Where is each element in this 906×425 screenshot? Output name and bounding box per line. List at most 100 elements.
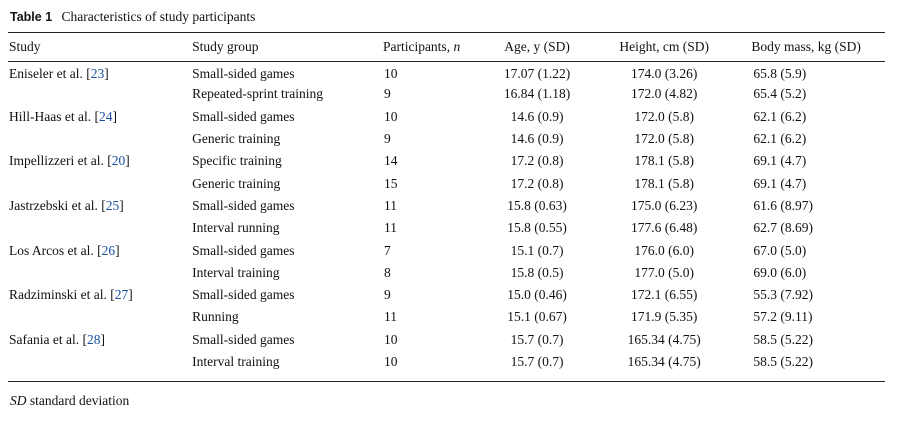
top-rule [8,32,885,33]
cell-age: 16.84 (1.18) [503,86,571,102]
cell-age: 15.0 (0.46) [507,287,567,303]
study-name-end: ] [104,66,109,82]
cell-study: Radziminski et al. [27] [8,284,190,306]
study-name-end: ] [115,242,120,258]
cell-age: 15.1 (0.7) [510,242,564,258]
cell-body-mass: 69.0 (6.0) [753,264,807,280]
cell-study [8,217,190,239]
participants-table: Study Study group Participants, n Age, y… [8,33,885,373]
cell-participants: 10 [383,331,398,347]
table-row: Generic training 9 14.6 (0.9) 172.0 (5.8) 62… [8,128,885,150]
cell-body-mass: 62.1 (6.2) [753,131,807,147]
cell-body-mass: 58.5 (5.22) [753,354,814,369]
header-rule [8,61,885,62]
study-name: Safania et al. [ [9,331,87,347]
cell-age: 15.1 (0.67) [507,309,567,325]
cell-age: 14.6 (0.9) [510,108,564,124]
cell-study: Jastrzebski et al. [25] [8,195,190,217]
header-study-group: Study group [192,39,259,54]
cell-age: 15.7 (0.7) [510,331,564,347]
cell-age: 15.7 (0.7) [510,354,564,369]
study-name: Eniseler et al. [ [9,66,91,82]
study-name: Jastrzebski et al. [ [9,197,106,213]
cell-height: 178.1 (5.8) [634,175,694,191]
cell-study-group: Small-sided games [192,197,295,213]
header-participants-label: Participants, [382,39,454,54]
table-row: Los Arcos et al. [26] Small-sided games 7 1… [8,239,885,261]
cell-age: 14.6 (0.9) [510,131,564,147]
citation-link[interactable]: 25 [105,197,120,213]
table-body: Eniseler et al. [23] Small-sided games 10 1… [8,61,885,373]
cell-height: 165.34 (4.75) [627,354,701,369]
citation-link[interactable]: 27 [114,287,129,303]
cell-study: Hill-Haas et al. [24] [8,106,190,128]
study-name: Impellizzeri et al. [ [9,153,112,169]
cell-body-mass: 57.2 (9.11) [753,309,813,325]
table-row: Eniseler et al. [23] Small-sided games 10 1… [8,61,885,83]
table-row: Repeated-sprint training 9 16.84 (1.18) 172… [8,83,885,105]
cell-age: 15.8 (0.5) [510,264,564,280]
cell-height: 172.0 (5.8) [634,108,694,124]
header-participants-var: n [453,39,461,54]
cell-study-group: Interval training [192,264,280,280]
cell-height: 172.0 (4.82) [630,86,698,102]
cell-body-mass: 58.5 (5.22) [753,331,814,347]
cell-study-group: Generic training [192,131,281,147]
cell-height: 172.1 (6.55) [630,287,698,303]
table-row: Interval training 10 15.7 (0.7) 165.34 (4.7… [8,351,885,373]
header-participants: Participants, n [357,33,481,61]
cell-height: 172.0 (5.8) [634,131,694,147]
cell-study: Los Arcos et al. [26] [8,239,190,261]
citation-link[interactable]: 28 [86,331,101,347]
study-name-end: ] [119,197,124,213]
cell-height: 177.0 (5.0) [634,264,694,280]
cell-age: 17.07 (1.22) [503,66,571,82]
footnote-text: standard deviation [26,393,130,408]
study-name-end: ] [100,331,105,347]
study-name: Los Arcos et al. [ [9,242,102,258]
cell-height: 176.0 (6.0) [634,242,694,258]
table-row: Jastrzebski et al. [25] Small-sided games… [8,195,885,217]
header-age: Age, y (SD) [504,39,570,54]
cell-participants: 9 [383,131,391,147]
table-row: Radziminski et al. [27] Small-sided games… [8,284,885,306]
study-name: Hill-Haas et al. [ [9,108,99,124]
cell-participants: 15 [383,175,398,191]
cell-study: Eniseler et al. [23] [8,61,190,83]
cell-study [8,83,190,105]
cell-study-group: Small-sided games [192,331,295,347]
study-name-end: ] [112,108,117,124]
citation-link[interactable]: 26 [101,242,116,258]
citation-link[interactable]: 24 [98,108,113,124]
study-name: Radziminski et al. [ [9,287,115,303]
cell-study [8,172,190,194]
cell-participants: 8 [383,264,391,280]
cell-study-group: Interval running [192,220,280,236]
table-label: Table 1 [10,10,53,24]
table-row: Safania et al. [28] Small-sided games 10 15… [8,329,885,351]
citation-link[interactable]: 23 [90,66,105,82]
table-caption: Table 1 Characteristics of study partici… [10,9,255,25]
cell-height: 174.0 (3.26) [630,66,698,82]
study-name-end: ] [128,287,133,303]
cell-study [8,262,190,284]
header-height: Height, cm (SD) [619,39,709,54]
cell-body-mass: 62.1 (6.2) [753,108,807,124]
cell-age: 15.8 (0.55) [507,220,567,236]
table-row: Impellizzeri et al. [20] Specific trainin… [8,150,885,172]
cell-participants: 9 [383,287,391,303]
cell-height: 175.0 (6.23) [630,197,698,213]
cell-study-group: Repeated-sprint training [192,86,323,102]
citation-link[interactable]: 20 [111,153,126,169]
cell-height: 171.9 (5.35) [630,309,698,325]
footnote: SD standard deviation [10,393,129,409]
table-row: Running 11 15.1 (0.67) 171.9 (5.35) 57.2 (9.… [8,306,885,328]
header-body-mass: Body mass, kg (SD) [751,39,861,54]
study-name-end: ] [125,153,130,169]
cell-body-mass: 65.4 (5.2) [753,86,807,102]
cell-participants: 14 [383,153,398,169]
cell-height: 178.1 (5.8) [634,153,694,169]
cell-body-mass: 62.7 (8.69) [753,220,814,236]
cell-study-group: Running [192,309,239,325]
cell-study [8,351,190,373]
